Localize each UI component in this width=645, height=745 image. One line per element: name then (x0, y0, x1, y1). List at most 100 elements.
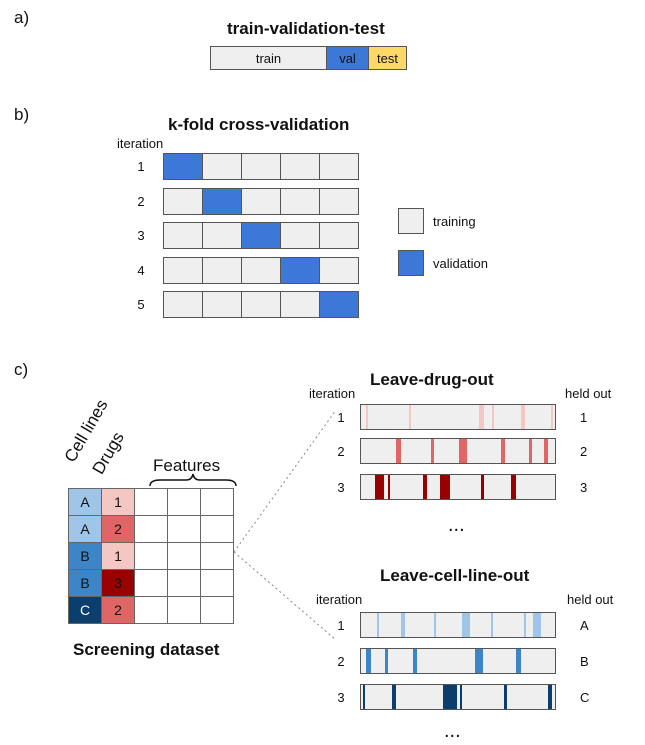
ldo-held-out-mark (492, 405, 494, 429)
connector-lines (233, 409, 337, 641)
ldo-iteration-number: 3 (337, 480, 345, 495)
training-fold (163, 222, 203, 249)
panel-b-title: k-fold cross-validation (168, 115, 350, 134)
kfold-iteration-header: iteration (117, 136, 164, 151)
kfold-iteration-number: 3 (137, 228, 145, 243)
ldo-strip (360, 438, 556, 464)
ldo-held-out-mark (366, 405, 368, 429)
ldo-held-out-mark (388, 475, 390, 499)
ldo-held-out-mark (551, 405, 553, 429)
ldo-held-out-mark (529, 439, 532, 463)
ldo-held-out-value: 3 (580, 480, 588, 495)
training-fold (319, 256, 359, 284)
leave-drug-out-title: Leave-drug-out (370, 370, 494, 389)
drug-cell: 2 (101, 515, 135, 543)
lclo-held-out-mark (392, 685, 396, 709)
drug-cell: 3 (101, 569, 135, 597)
lclo-held-out-value: A (580, 618, 589, 633)
leave-cell-line-out-title: Leave-cell-line-out (380, 566, 530, 585)
test-label: test (377, 50, 398, 66)
feature-cell (167, 596, 201, 624)
train-val-test-bar: train val test (210, 46, 407, 70)
cell-line-cell: B (68, 569, 102, 597)
ldo-held-out-mark (501, 439, 505, 463)
kfold-iteration-number: 4 (137, 262, 145, 278)
feature-cell (200, 515, 234, 543)
drug-cell: 1 (101, 542, 135, 570)
training-fold (319, 153, 359, 180)
lclo-held-out-mark (475, 649, 483, 673)
ldo-held-out-mark (440, 475, 450, 499)
lclo-held-out-mark (516, 649, 521, 673)
ldo-held-out-value: 1 (580, 410, 588, 425)
feature-cell (200, 596, 234, 624)
ldo-held-out-mark (409, 405, 411, 429)
training-fold (163, 256, 203, 284)
ldo-held-out-mark (511, 475, 516, 499)
training-fold (241, 153, 281, 180)
panel-a-label: a) (14, 8, 30, 27)
validation-fold (241, 222, 281, 249)
lclo-held-out-mark (504, 685, 507, 709)
legend-validation-label: validation (433, 256, 488, 271)
training-fold (202, 153, 242, 180)
test-segment: test (368, 46, 407, 70)
training-fold (280, 291, 320, 318)
feature-cell (167, 488, 201, 516)
lclo-held-out-mark (401, 613, 405, 637)
val-segment: val (326, 46, 369, 70)
lclo-held-out-value: B (580, 654, 589, 669)
drug-cell: 1 (101, 488, 135, 516)
features-brace (149, 473, 237, 487)
lclo-strip (360, 648, 556, 674)
cell-line-cell: B (68, 542, 102, 570)
lclo-ellipsis: ... (444, 720, 461, 742)
ldo-held-out-header: held out (565, 386, 612, 401)
cell-line-cell: A (68, 515, 102, 543)
validation-fold (280, 256, 320, 284)
legend-training-swatch (398, 208, 424, 234)
lclo-held-out-mark (377, 613, 379, 637)
ldo-held-out-mark (481, 475, 484, 499)
ldo-held-out-mark (521, 405, 525, 429)
training-fold (163, 187, 203, 215)
lclo-held-out-mark (366, 649, 371, 673)
lclo-held-out-mark (363, 685, 365, 709)
kfold-iteration-number: 5 (137, 297, 145, 312)
lclo-held-out-mark (462, 613, 470, 637)
lclo-iteration-number: 1 (337, 618, 345, 633)
lclo-held-out-value: C (580, 690, 590, 705)
ldo-held-out-mark (431, 439, 434, 463)
training-fold (280, 153, 320, 180)
legend-validation-swatch (398, 250, 424, 276)
train-label: train (255, 50, 282, 66)
training-fold (280, 187, 320, 215)
training-fold (241, 291, 281, 318)
lclo-iteration-number: 2 (337, 654, 345, 669)
dataset-caption: Screening dataset (73, 640, 220, 659)
drug-cell: 2 (101, 596, 135, 624)
cell-line-cell: C (68, 596, 102, 624)
lclo-held-out-mark (413, 649, 417, 673)
lclo-held-out-mark (491, 613, 493, 637)
legend-training-label: training (433, 214, 476, 229)
ldo-strip (360, 474, 556, 500)
lclo-iteration-number: 3 (337, 690, 345, 705)
lclo-held-out-mark (533, 613, 541, 637)
ldo-ellipsis: ... (448, 514, 465, 536)
training-fold (202, 291, 242, 318)
training-fold (241, 187, 281, 215)
training-fold (319, 222, 359, 249)
kfold-iteration-number: 1 (137, 159, 145, 174)
panel-c-label: c) (14, 360, 29, 379)
train-segment: train (210, 46, 327, 70)
lclo-held-out-mark (434, 613, 436, 637)
feature-cell (134, 542, 168, 570)
training-fold (319, 187, 359, 215)
feature-cell (167, 542, 201, 570)
ldo-held-out-value: 2 (580, 444, 588, 459)
training-fold (241, 256, 281, 284)
feature-cell (134, 515, 168, 543)
lclo-held-out-mark (385, 649, 388, 673)
ldo-held-out-mark (479, 405, 484, 429)
